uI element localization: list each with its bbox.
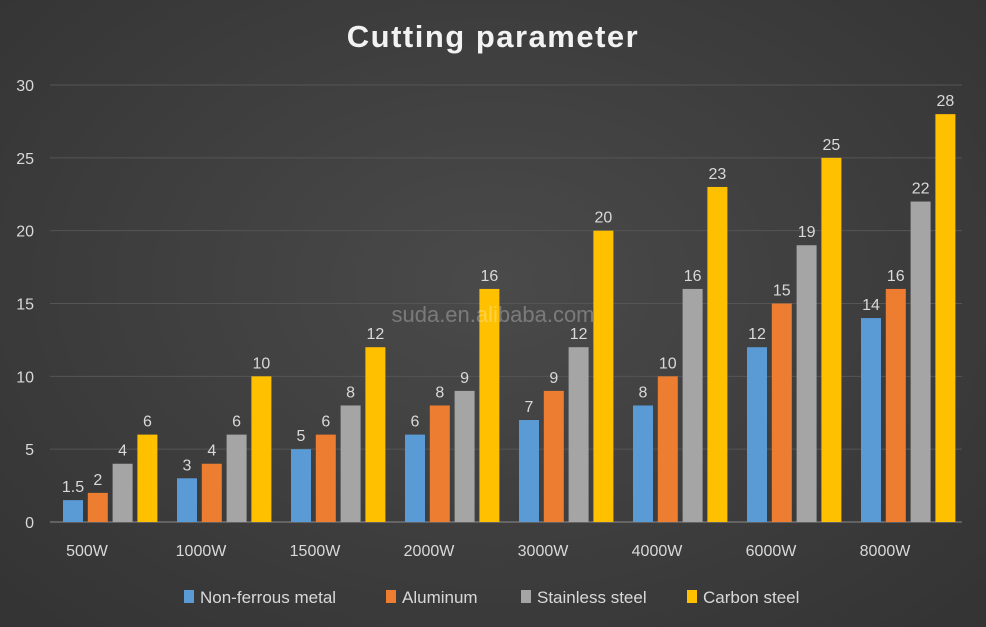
- data-label: 10: [659, 355, 677, 372]
- data-label: 19: [798, 224, 816, 241]
- data-label: 22: [912, 181, 930, 198]
- x-tick-label: 3000W: [518, 543, 570, 560]
- bar: [657, 376, 678, 522]
- chart-title: Cutting parameter: [347, 19, 639, 54]
- data-label: 7: [525, 399, 534, 416]
- bar: [340, 405, 361, 522]
- data-label: 16: [684, 268, 702, 285]
- legend-label: Aluminum: [402, 588, 478, 607]
- data-label: 25: [823, 137, 841, 154]
- data-label: 12: [570, 326, 588, 343]
- bar: [177, 478, 197, 522]
- bars: 1.5 2463461056812689167912208101623121519…: [62, 93, 956, 523]
- bar: [796, 245, 817, 522]
- bar: [226, 434, 247, 522]
- bar: [454, 390, 475, 522]
- bar: [935, 114, 956, 522]
- data-label: 14: [862, 297, 880, 314]
- legend-swatch: [184, 590, 194, 603]
- data-label: 8: [346, 384, 355, 401]
- legend-swatch: [521, 590, 531, 603]
- x-tick-label: 6000W: [746, 543, 798, 560]
- bar: [251, 376, 272, 522]
- bar: [429, 405, 450, 522]
- data-label: 9: [460, 370, 469, 387]
- bar: [910, 201, 931, 523]
- y-tick-label: 15: [16, 297, 34, 314]
- bar: [112, 463, 133, 522]
- y-tick-label: 5: [25, 442, 34, 459]
- bar: [885, 288, 906, 522]
- y-tick-label: 10: [16, 369, 34, 386]
- data-label: 12: [367, 326, 385, 343]
- y-axis-ticks: 0 5 10 15 20 25 30: [16, 78, 34, 532]
- data-label: 2: [93, 472, 102, 489]
- bar: [682, 288, 703, 522]
- y-tick-label: 30: [16, 78, 34, 95]
- data-label: 16: [481, 268, 499, 285]
- x-tick-label: 8000W: [860, 543, 912, 560]
- bar: [315, 434, 336, 522]
- legend-label: Stainless steel: [537, 588, 647, 607]
- bar: [137, 434, 158, 522]
- data-label: 28: [937, 93, 955, 110]
- gridlines: [50, 84, 962, 523]
- x-tick-label: 1500W: [290, 543, 342, 560]
- data-label: 15: [773, 283, 791, 300]
- legend-swatch: [687, 590, 697, 603]
- data-label: 16: [887, 268, 905, 285]
- y-tick-label: 20: [16, 224, 34, 241]
- watermark: suda.en.alibaba.com: [391, 302, 594, 327]
- bar: [365, 347, 386, 522]
- legend: Non-ferrous metal Aluminum Stainless steel…: [184, 588, 799, 607]
- bar: [201, 463, 222, 522]
- legend-label: Non-ferrous metal: [200, 588, 336, 607]
- data-label: 12: [748, 326, 766, 343]
- bar: [771, 303, 792, 522]
- bar: [543, 390, 564, 522]
- bar: [63, 500, 83, 522]
- legend-swatch: [386, 590, 396, 603]
- data-label: 8: [639, 384, 648, 401]
- x-tick-label: 1000W: [176, 543, 228, 560]
- data-label: 4: [118, 443, 127, 460]
- bar: [568, 347, 589, 522]
- data-label: 1.5: [62, 479, 84, 496]
- bar: [821, 157, 842, 523]
- data-label: 6: [143, 414, 152, 431]
- data-label: 6: [411, 414, 420, 431]
- bar: [479, 288, 500, 522]
- x-tick-label: 2000W: [404, 543, 456, 560]
- bar: [861, 318, 881, 522]
- y-tick-label: 0: [25, 515, 34, 532]
- data-label: 5: [297, 428, 306, 445]
- bar: [405, 434, 425, 522]
- x-axis-ticks: 500W 1000W 1500W 2000W 3000W 4000W 6000W 8000W: [66, 543, 911, 560]
- data-label: 10: [253, 355, 271, 372]
- legend-label: Carbon steel: [703, 588, 799, 607]
- data-label: 6: [232, 414, 241, 431]
- y-tick-label: 25: [16, 151, 34, 168]
- data-label: 3: [183, 457, 192, 474]
- bar: [593, 230, 614, 522]
- bar: [707, 186, 728, 522]
- data-label: 6: [321, 414, 330, 431]
- x-tick-label: 4000W: [632, 543, 684, 560]
- bar: [87, 492, 108, 522]
- data-label: 8: [435, 384, 444, 401]
- data-label: 4: [207, 443, 216, 460]
- data-label: 9: [549, 370, 558, 387]
- data-label: 23: [709, 166, 727, 183]
- bar: [633, 405, 653, 522]
- x-tick-label: 500W: [66, 543, 109, 560]
- bar: [747, 347, 767, 522]
- bar: [519, 420, 539, 522]
- data-label: 20: [595, 210, 613, 227]
- bar: [291, 449, 311, 522]
